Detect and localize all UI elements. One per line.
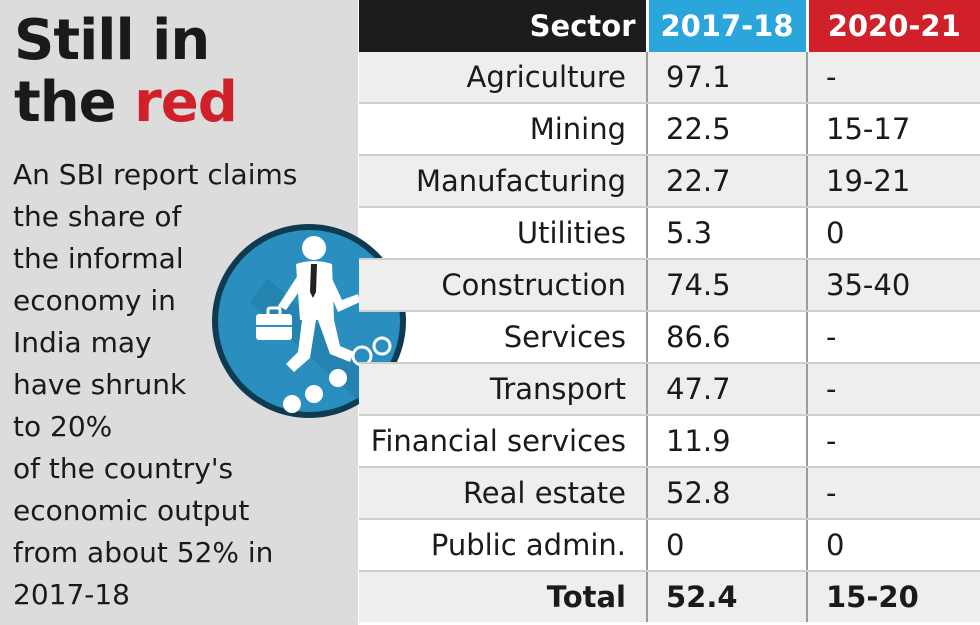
businessman-climbing-steps-icon: [212, 224, 406, 418]
value-2020-21-cell: 0: [806, 207, 980, 260]
sector-cell: Real estate: [359, 467, 647, 520]
total-row: Total 52.4 15-20: [359, 571, 980, 622]
description-line: 2017-18: [13, 578, 130, 611]
table-row: Manufacturing 22.7 19-21: [359, 155, 980, 208]
value-2017-18-cell: 47.7: [646, 363, 807, 416]
table-row: Construction 74.5 35-40: [359, 259, 980, 312]
table-row: Utilities 5.3 0: [359, 207, 980, 260]
sector-cell: Financial services: [359, 415, 647, 468]
value-2017-18-cell: 22.5: [646, 103, 807, 156]
description-line: An SBI report claims: [13, 158, 298, 191]
table-row: Services 86.6 -: [359, 311, 980, 364]
value-2017-18-cell: 11.9: [646, 415, 807, 468]
left-panel: Still in the red An SBI report claims th…: [0, 0, 406, 625]
table-row: Transport 47.7 -: [359, 363, 980, 416]
description-line: economy in: [13, 284, 176, 317]
value-2017-18-cell: 22.7: [646, 155, 807, 208]
table-row: Real estate 52.8 -: [359, 467, 980, 520]
sector-cell: Utilities: [359, 207, 647, 260]
value-2020-21-cell: 15-17: [806, 103, 980, 156]
description-line: the informal: [13, 242, 184, 275]
table-header-row: Sector 2017-18 2020-21: [359, 0, 980, 52]
value-2017-18-cell: 86.6: [646, 311, 807, 364]
value-2017-18-cell: 0: [646, 519, 807, 572]
value-2020-21-cell: -: [806, 363, 980, 416]
headline-line-1: Still in: [14, 8, 210, 73]
value-2017-18-cell: 97.1: [646, 52, 807, 104]
value-2020-21-cell: -: [806, 311, 980, 364]
description-line: from about 52% in: [13, 536, 274, 569]
column-header-sector: Sector: [359, 0, 647, 52]
table-row: Agriculture 97.1 -: [359, 52, 980, 104]
sector-cell: Transport: [359, 363, 647, 416]
sector-cell: Manufacturing: [359, 155, 647, 208]
description-line: of the country's: [13, 452, 234, 485]
headline-accent: red: [134, 70, 238, 135]
description-line: have shrunk: [13, 368, 187, 401]
description-line: the share of: [13, 200, 182, 233]
value-2020-21-cell: 19-21: [806, 155, 980, 208]
description-text: An SBI report claims the share of the in…: [13, 154, 343, 616]
sector-cell: Agriculture: [359, 52, 647, 104]
sector-table: Sector 2017-18 2020-21 Agriculture 97.1 …: [359, 0, 980, 622]
value-2020-21-cell: -: [806, 415, 980, 468]
sector-cell: Services: [359, 311, 647, 364]
column-header-2020-21: 2020-21: [805, 0, 980, 52]
value-2020-21-cell: -: [806, 52, 980, 104]
description-line: to 20%: [13, 410, 113, 443]
table-row: Mining 22.5 15-17: [359, 103, 980, 156]
value-2020-21-cell: 0: [806, 519, 980, 572]
value-2017-18-cell: 74.5: [646, 259, 807, 312]
sector-cell: Construction: [359, 259, 647, 312]
total-2017-18-cell: 52.4: [646, 571, 807, 622]
value-2020-21-cell: -: [806, 467, 980, 520]
total-label-cell: Total: [359, 571, 647, 622]
sector-cell: Public admin.: [359, 519, 647, 572]
value-2017-18-cell: 52.8: [646, 467, 807, 520]
sector-cell: Mining: [359, 103, 647, 156]
total-2020-21-cell: 15-20: [806, 571, 980, 622]
value-2020-21-cell: 35-40: [806, 259, 980, 312]
headline: Still in the red: [14, 8, 238, 135]
description-line: India may: [13, 326, 152, 359]
column-header-2017-18: 2017-18: [645, 0, 807, 52]
table-row: Financial services 11.9 -: [359, 415, 980, 468]
headline-prefix: the: [14, 70, 135, 135]
value-2017-18-cell: 5.3: [646, 207, 807, 260]
table-row: Public admin. 0 0: [359, 519, 980, 572]
description-line: economic output: [13, 494, 250, 527]
headline-line-2: the red: [14, 70, 238, 135]
